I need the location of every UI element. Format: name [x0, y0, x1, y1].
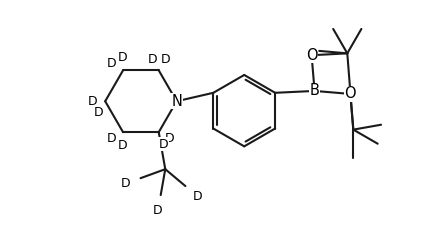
Text: D: D [193, 190, 202, 203]
Text: D: D [121, 177, 131, 190]
Text: D: D [88, 95, 97, 108]
Text: D: D [107, 132, 117, 145]
Text: O: O [345, 86, 356, 101]
Text: D: D [160, 53, 170, 66]
Text: D: D [158, 138, 168, 151]
Text: O: O [306, 48, 317, 63]
Text: D: D [147, 53, 157, 66]
Text: D: D [118, 138, 128, 152]
Text: D: D [153, 204, 163, 217]
Text: D: D [94, 106, 103, 119]
Text: D: D [165, 132, 175, 145]
Text: D: D [107, 58, 117, 70]
Text: B: B [310, 83, 319, 98]
Text: N: N [171, 94, 182, 109]
Text: D: D [118, 51, 128, 64]
